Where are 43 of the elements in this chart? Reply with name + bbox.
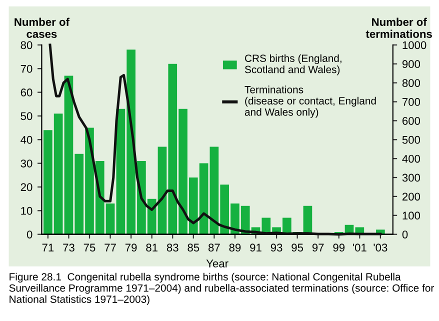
y-tick-label: 50 <box>20 112 32 120</box>
y2-tick-label: 1000 <box>402 41 426 50</box>
y-tick-label: 10 <box>21 206 32 215</box>
y2-tick-label: 400 <box>402 154 420 163</box>
x-tick-label: 83 <box>166 244 178 252</box>
x-tick-label: 91 <box>250 244 262 252</box>
x-tick-label: 71 <box>42 244 54 252</box>
y2-tick-label: 0 <box>402 230 408 238</box>
x-tick-label: 87 <box>208 244 220 252</box>
y-tick-label: 80 <box>20 41 32 50</box>
y-axis-title: Number of cases <box>14 18 70 38</box>
y2-tick-label: 600 <box>402 116 420 125</box>
y-tick-label: 40 <box>20 136 32 144</box>
x-tick-label: 97 <box>312 244 324 252</box>
y-tick-label: 60 <box>20 88 32 96</box>
x-axis-title: Year <box>206 260 228 268</box>
y-tick-label: 0 <box>26 230 32 238</box>
x-tick-label: '01 <box>352 244 366 252</box>
x-tick-label: 75 <box>84 244 96 252</box>
y2-tick-label: 100 <box>402 212 420 220</box>
x-tick-label: 95 <box>292 244 304 252</box>
x-tick-label: 93 <box>270 244 282 252</box>
y2-axis-title: Number of terminations <box>366 18 432 38</box>
x-tick-label: 79 <box>125 244 137 252</box>
x-tick-label: 81 <box>146 244 158 252</box>
y2-tick-label: 300 <box>402 174 420 182</box>
x-tick-label: 73 <box>63 244 74 252</box>
y-tick-label: 70 <box>20 64 32 73</box>
caption: Figure 28.1 Congenital rubella syndrome births (source: National Congenital Rubella Surveillance Programme 1971–2004) and rubella-associated terminations (source: Office for National Statistics 1971–2003) <box>9 272 434 305</box>
x-tick-label: 85 <box>188 244 200 252</box>
y2-tick-label: 200 <box>402 192 420 201</box>
legend-label: Terminations (disease or contact, England and Wales only) <box>244 86 376 118</box>
x-tick-label: 99 <box>333 244 345 252</box>
y-tick-label: 20 <box>20 183 32 192</box>
y2-tick-label: 800 <box>402 79 420 87</box>
y2-tick-label: 900 <box>402 60 420 68</box>
legend-label: CRS births (England, Scotland and Wales) <box>244 54 342 76</box>
y-tick-label: 30 <box>20 160 32 168</box>
x-tick-label: '03 <box>374 244 388 252</box>
x-tick-label: 89 <box>229 244 241 252</box>
y2-tick-label: 700 <box>402 98 420 106</box>
x-tick-label: 77 <box>104 244 116 252</box>
y2-tick-label: 500 <box>402 136 420 144</box>
